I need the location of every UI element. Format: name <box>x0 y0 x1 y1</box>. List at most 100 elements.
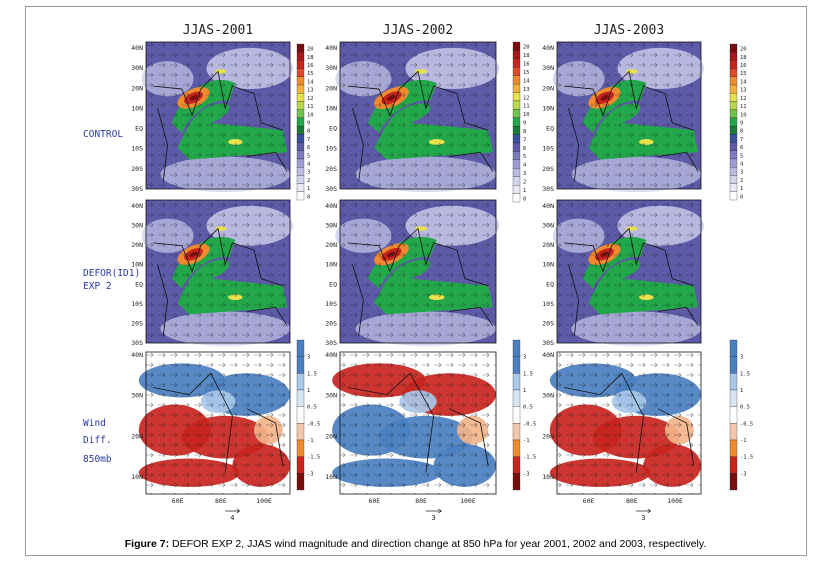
colorbar-tick: 18 <box>740 55 747 61</box>
lat-tick: 10N <box>131 261 143 269</box>
lat-tick: 40N <box>542 44 554 52</box>
colorbar-tick: 0.5 <box>523 405 533 411</box>
colorbar-tick: 9 <box>740 120 743 126</box>
lat-tick: 20N <box>325 432 337 440</box>
wind-difference-panel-2003 <box>549 351 702 495</box>
colorbar-tick: -1.5 <box>740 455 753 461</box>
diff-colorbar-2003 <box>729 339 738 491</box>
colorbar-tick: 10 <box>307 112 314 118</box>
colorbar-tick: -0.5 <box>523 421 536 427</box>
lon-tick: 100E <box>667 497 683 505</box>
colorbar-tick: 8 <box>307 129 310 135</box>
colorbar-tick: 3 <box>740 170 743 176</box>
colorbar-tick: 4 <box>740 162 744 168</box>
colorbar-tick: 7 <box>523 137 526 143</box>
colorbar-tick: 1.5 <box>523 371 533 377</box>
lat-tick: 40N <box>131 351 143 359</box>
lat-tick: 20N <box>131 432 143 440</box>
colorbar-tick: 3 <box>523 171 526 177</box>
colorbar-tick: 20 <box>523 45 530 51</box>
diff-colorbar-2002 <box>512 339 521 491</box>
colorbar-tick: 4 <box>523 163 527 169</box>
colorbar-tick: 18 <box>307 55 314 61</box>
lat-tick: 10S <box>325 145 337 153</box>
colorbar-tick: 9 <box>523 121 526 127</box>
lat-tick: 10S <box>131 145 143 153</box>
colorbar-tick: 14 <box>740 79 747 85</box>
lat-tick: 10N <box>325 104 337 112</box>
colorbar-tick: 6 <box>740 145 743 151</box>
colorbar-tick: 1.5 <box>307 371 317 377</box>
colorbar-tick: 20 <box>740 47 747 53</box>
wind-magnitude-panel-2002-defor <box>335 199 500 346</box>
wind-magnitude-panel-2003-defor <box>552 199 704 346</box>
lat-tick: 30N <box>542 392 554 400</box>
lat-tick: 30N <box>325 222 337 230</box>
colorbar-tick: -3 <box>307 471 314 477</box>
colorbar-tick: 12 <box>740 96 747 102</box>
colorbar-tick: 18 <box>523 53 530 59</box>
lat-tick: 20N <box>542 84 554 92</box>
lat-tick: 20S <box>131 319 143 327</box>
colorbar-tick: 3 <box>523 355 526 361</box>
colorbar-tick: 6 <box>523 146 526 152</box>
wind-magnitude-panel-2001-control <box>141 41 293 192</box>
caption-text: DEFOR EXP 2, JJAS wind magnitude and dir… <box>169 538 707 550</box>
reference-vector-label: 3 <box>641 514 645 522</box>
lat-tick: 10S <box>542 145 554 153</box>
colorbar-tick: 5 <box>307 153 310 159</box>
colorbar-tick: 7 <box>307 137 310 143</box>
lat-tick: 30N <box>325 392 337 400</box>
magnitude-colorbar-2003 <box>729 43 738 201</box>
colorbar-tick: 16 <box>307 63 314 69</box>
colorbar-tick: -1 <box>523 438 530 444</box>
magnitude-colorbar-2002 <box>512 41 521 203</box>
wind-difference-panel-2002 <box>332 351 497 495</box>
colorbar-tick: 2 <box>523 179 526 185</box>
lon-tick: 80E <box>626 497 638 505</box>
lat-tick: 40N <box>131 202 143 210</box>
lat-tick: 10S <box>325 300 337 308</box>
lat-tick: 30S <box>542 339 554 347</box>
colorbar-tick: 16 <box>740 63 747 69</box>
lat-tick: EQ <box>329 125 337 133</box>
lat-tick: 20S <box>542 165 554 173</box>
colorbar-tick: 11 <box>307 104 314 110</box>
lat-tick: 20N <box>325 84 337 92</box>
row-label-exp2: EXP 2 <box>83 281 112 292</box>
column-title-2001: JJAS-2001 <box>183 23 253 38</box>
lat-tick: 10N <box>325 473 337 481</box>
wind-magnitude-panel-2001-defor <box>141 199 293 346</box>
colorbar-tick: 12 <box>307 96 314 102</box>
reference-vector-arrow <box>225 508 241 514</box>
column-title-2002: JJAS-2002 <box>383 23 453 38</box>
figure-caption: Figure 7: DEFOR EXP 2, JJAS wind magnitu… <box>0 538 831 550</box>
lat-tick: EQ <box>135 280 143 288</box>
row-label-control: CONTROL <box>83 129 123 140</box>
lat-tick: 30N <box>131 392 143 400</box>
colorbar-tick: -0.5 <box>307 421 320 427</box>
row-label-wind: Wind <box>83 418 106 429</box>
colorbar-tick: 1 <box>307 186 310 192</box>
colorbar-tick: 6 <box>307 145 310 151</box>
lat-tick: 10N <box>325 261 337 269</box>
lat-tick: 20N <box>542 432 554 440</box>
colorbar-tick: -1 <box>740 438 747 444</box>
colorbar-tick: 0 <box>740 194 743 200</box>
colorbar-tick: -3 <box>740 471 747 477</box>
colorbar-tick: 10 <box>523 112 530 118</box>
colorbar-tick: 0 <box>523 196 526 202</box>
column-title-2003: JJAS-2003 <box>594 23 664 38</box>
lat-tick: 20N <box>131 84 143 92</box>
lon-tick: 80E <box>415 497 427 505</box>
colorbar-tick: 5 <box>523 154 526 160</box>
reference-vector-arrow <box>425 508 443 514</box>
lat-tick: 10S <box>542 300 554 308</box>
wind-difference-panel-2001 <box>138 351 291 495</box>
lon-tick: 60E <box>368 497 380 505</box>
colorbar-tick: 2 <box>307 178 310 184</box>
colorbar-tick: 14 <box>523 78 530 84</box>
colorbar-tick: 13 <box>523 87 530 93</box>
colorbar-tick: -3 <box>523 471 530 477</box>
